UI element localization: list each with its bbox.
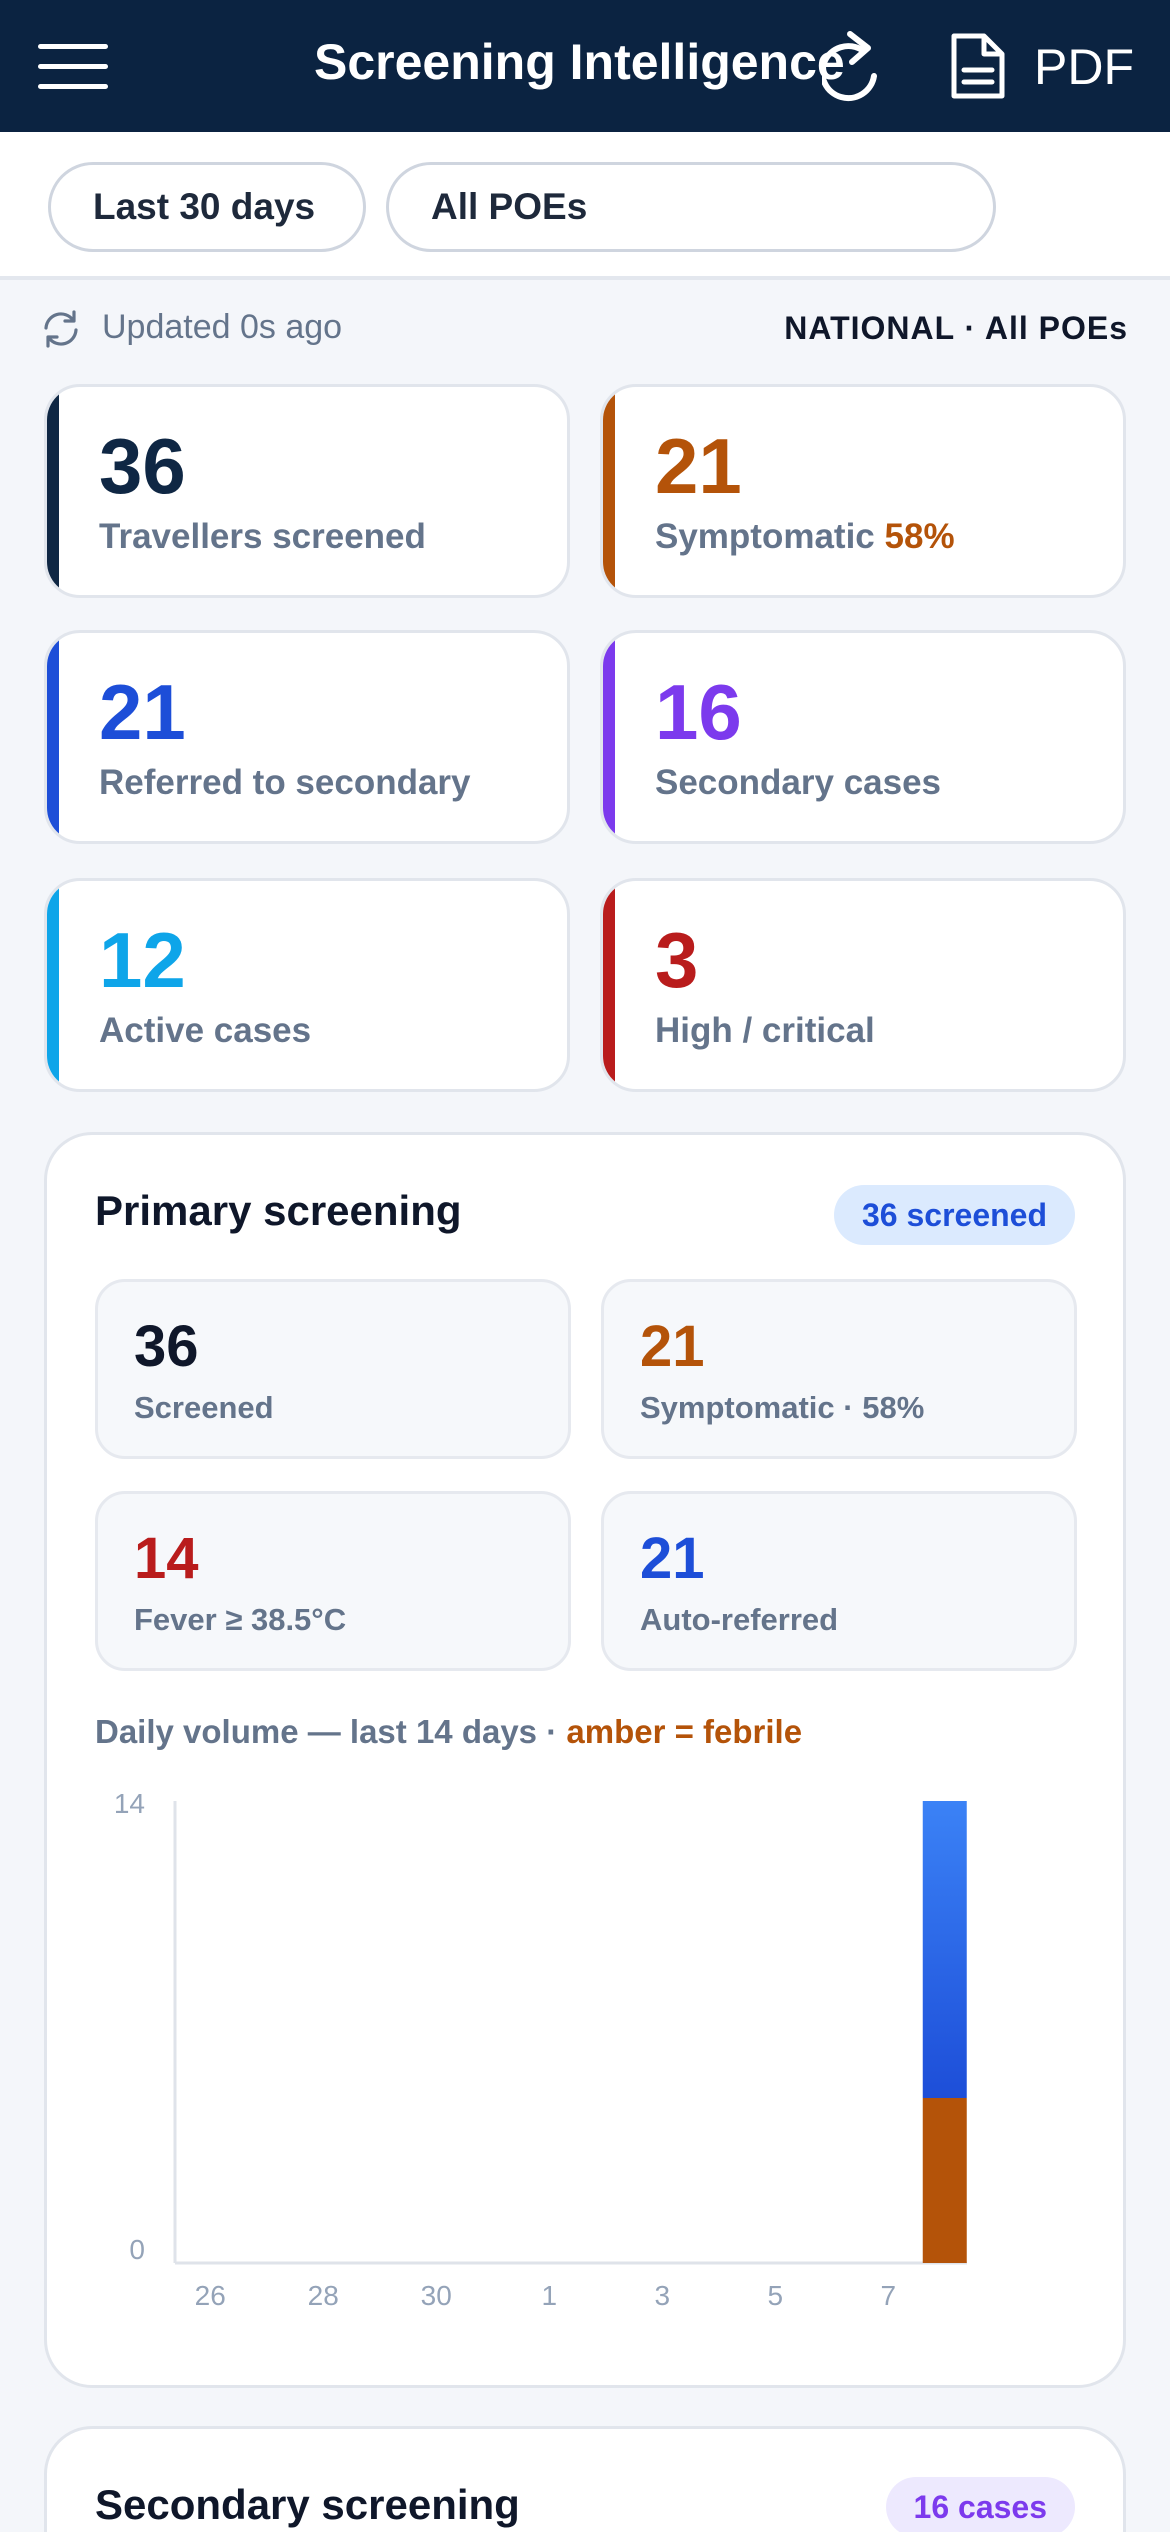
stat-value: 36 [134, 1314, 199, 1379]
page-title: Screening Intelligence [314, 34, 845, 90]
daily-volume-chart: 14 0 26 28 30 1 3 5 7 [114, 1788, 967, 2311]
kpi-value: 36 [99, 422, 186, 510]
kpi-travellers-screened[interactable]: 36 Travellers screened [44, 384, 570, 598]
kpi-label: Symptomatic 58% [655, 517, 955, 556]
kpi-label: Active cases [99, 1011, 312, 1050]
document-icon[interactable] [948, 30, 1008, 102]
kpi-symptomatic[interactable]: 21 Symptomatic 58% [600, 384, 1126, 598]
status-row: Updated 0s ago NATIONAL · All POEs [40, 302, 1130, 352]
app-header: Screening Intelligence PDF [0, 0, 1170, 132]
y-tick-label: 0 [129, 2234, 145, 2265]
period-filter[interactable]: Last 30 days [48, 162, 366, 252]
kpi-active-cases[interactable]: 12 Active cases [44, 878, 570, 1092]
secondary-screening-card: Secondary screening 16 cases [44, 2426, 1126, 2532]
kpi-value: 3 [655, 916, 699, 1004]
scope-label: NATIONAL · All POEs [784, 310, 1128, 346]
x-tick-label: 26 [195, 2280, 226, 2311]
poe-filter[interactable]: All POEs [386, 162, 996, 252]
kpi-value: 12 [99, 916, 186, 1004]
kpi-label: Travellers screened [99, 517, 426, 556]
kpi-referred-secondary[interactable]: 21 Referred to secondary [44, 630, 570, 844]
hamburger-menu-icon[interactable] [38, 44, 108, 90]
stat-value: 21 [640, 1314, 705, 1379]
kpi-label: Referred to secondary [99, 763, 471, 802]
chart-legend-note: amber = febrile [566, 1713, 803, 1750]
x-tick-label: 30 [421, 2280, 452, 2311]
kpi-value: 21 [655, 422, 742, 510]
kpi-high-critical[interactable]: 3 High / critical [600, 878, 1126, 1092]
kpi-label: Secondary cases [655, 763, 942, 802]
x-tick-label: 28 [308, 2280, 339, 2311]
kpi-label: High / critical [655, 1011, 875, 1050]
stat-value: 21 [640, 1526, 705, 1591]
kpi-value: 16 [655, 668, 742, 756]
x-tick-label: 1 [541, 2280, 557, 2311]
stat-value: 14 [134, 1526, 199, 1591]
pdf-export-button[interactable]: PDF [1034, 39, 1134, 95]
filter-bar: Last 30 days All POEs [0, 132, 1170, 280]
card-title: Primary screening [95, 1187, 462, 1234]
chart-caption: Daily volume — last 14 days · amber = fe… [95, 1713, 803, 1750]
stat-symptomatic: 21 Symptomatic · 58% [601, 1279, 1077, 1459]
stat-screened: 36 Screened [95, 1279, 571, 1459]
stat-auto-referred: 21 Auto-referred [601, 1491, 1077, 1671]
stat-label: Screened [134, 1390, 274, 1425]
kpi-value: 21 [99, 668, 186, 756]
stat-label: Auto-referred [640, 1602, 839, 1637]
cases-badge: 16 cases [885, 2477, 1075, 2532]
x-tick-label: 3 [654, 2280, 670, 2311]
y-tick-label: 14 [114, 1788, 145, 1819]
stat-label: Fever ≥ 38.5°C [134, 1602, 347, 1637]
screened-badge: 36 screened [833, 1185, 1075, 1245]
x-tick-label: 5 [767, 2280, 783, 2311]
kpi-percent: 58% [884, 517, 955, 556]
primary-screening-card: Primary screening 36 screened 36 Screene… [44, 1132, 1126, 2388]
sync-icon [44, 310, 78, 348]
refresh-icon[interactable] [822, 28, 892, 104]
bar-8-febrile [922, 2098, 967, 2263]
last-updated: Updated 0s ago [102, 308, 343, 346]
kpi-secondary-cases[interactable]: 16 Secondary cases [600, 630, 1126, 844]
stat-fever: 14 Fever ≥ 38.5°C [95, 1491, 571, 1671]
x-tick-label: 7 [880, 2280, 896, 2311]
bar-8-series-1 [922, 1801, 967, 2098]
stat-label: Symptomatic · 58% [640, 1390, 925, 1425]
card-title: Secondary screening [95, 2481, 520, 2528]
